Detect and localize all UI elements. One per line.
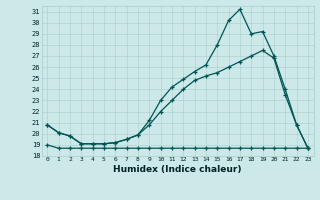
- X-axis label: Humidex (Indice chaleur): Humidex (Indice chaleur): [113, 165, 242, 174]
